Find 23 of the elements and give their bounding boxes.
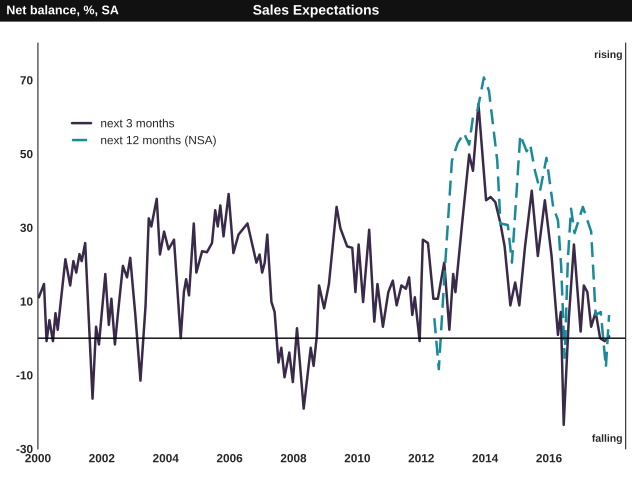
x-tick-label: 2014	[472, 454, 498, 462]
x-tick-label: 2012	[408, 454, 434, 462]
legend-label: next 12 months (NSA)	[101, 136, 216, 147]
x-tick-label: 2000	[25, 454, 51, 462]
y-tick-label: 70	[20, 76, 33, 84]
x-tick-label: 2010	[344, 454, 370, 462]
y-tick-label: 30	[20, 224, 33, 232]
line-series	[38, 102, 610, 426]
y-axis-title: Net balance, %, SA	[7, 5, 119, 16]
x-tick-label: 2002	[89, 454, 114, 462]
y-tick-label: -30	[16, 444, 33, 454]
y-tick-label: 50	[20, 150, 33, 158]
annotation: rising	[594, 50, 622, 60]
annotation: falling	[592, 434, 622, 444]
y-tick-label: -10	[16, 371, 33, 380]
legend-label: next 3 months	[101, 118, 174, 128]
x-tick-label: 2016	[536, 454, 562, 462]
x-tick-label: 2008	[280, 454, 306, 462]
x-tick-label: 2004	[152, 454, 179, 462]
chart-title: Sales Expectations	[253, 4, 379, 18]
y-tick-label: 10	[20, 297, 33, 306]
line-series	[433, 76, 610, 370]
x-tick-label: 2006	[216, 454, 242, 462]
